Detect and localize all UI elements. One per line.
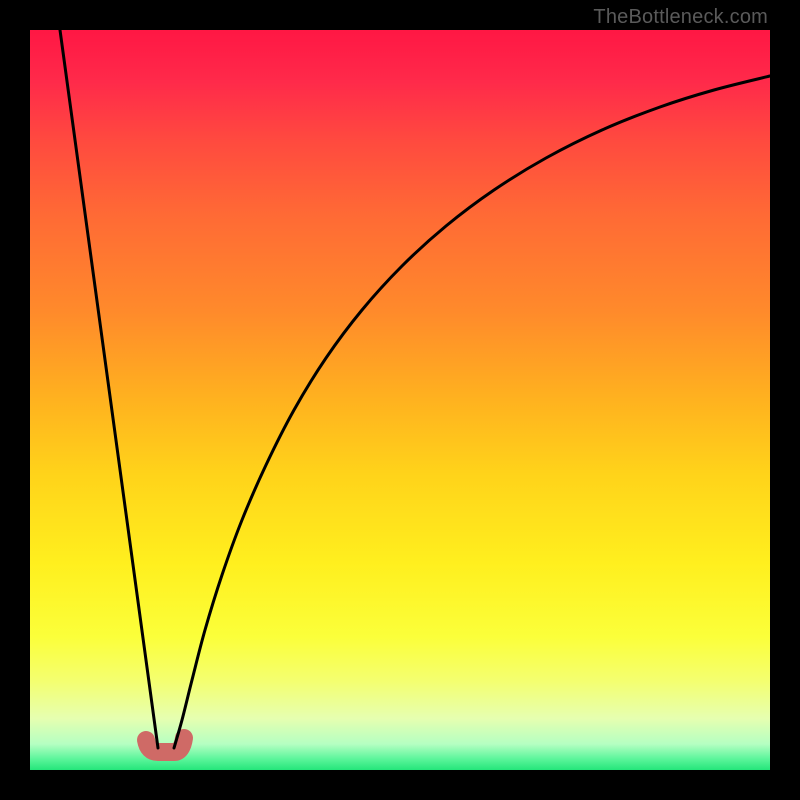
valley-marker (146, 738, 184, 752)
chart-plot-area (30, 30, 770, 770)
right-rising-curve (174, 76, 770, 748)
left-descending-line (60, 30, 158, 748)
chart-curves-layer (30, 30, 770, 770)
watermark-text: TheBottleneck.com (593, 6, 768, 29)
